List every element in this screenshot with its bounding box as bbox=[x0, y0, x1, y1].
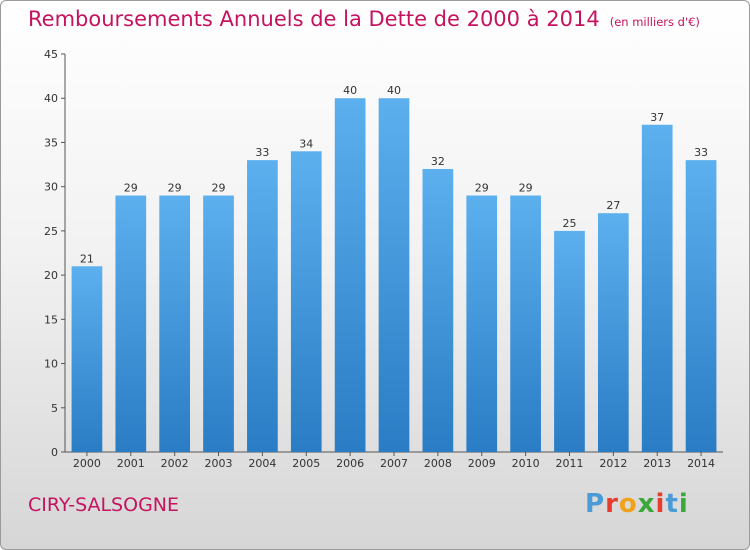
x-tick-label-2003: 2003 bbox=[205, 457, 233, 470]
bar-2001 bbox=[115, 195, 147, 452]
logo-letter: t bbox=[665, 489, 679, 519]
value-label-2009: 29 bbox=[475, 182, 489, 195]
proxiti-logo: Proxiti bbox=[585, 489, 689, 519]
value-label-2000: 21 bbox=[80, 252, 94, 265]
logo-letter: P bbox=[585, 489, 606, 519]
x-tick-label-2014: 2014 bbox=[687, 457, 715, 470]
chart-title-text: Remboursements Annuels de la Dette de 20… bbox=[28, 7, 600, 31]
y-tick-label: 5 bbox=[51, 402, 58, 415]
bar-2008 bbox=[422, 168, 454, 452]
x-tick-label-2004: 2004 bbox=[248, 457, 276, 470]
value-label-2013: 37 bbox=[650, 111, 664, 124]
bar-2005 bbox=[290, 151, 322, 453]
x-tick-label-2008: 2008 bbox=[424, 457, 452, 470]
x-tick-label-2002: 2002 bbox=[161, 457, 189, 470]
logo-letter: r bbox=[605, 489, 619, 519]
value-label-2004: 33 bbox=[255, 146, 269, 159]
bars bbox=[71, 98, 717, 453]
y-tick-label: 25 bbox=[44, 225, 58, 238]
y-tick-label: 30 bbox=[44, 181, 58, 194]
value-label-2012: 27 bbox=[606, 199, 620, 212]
logo-letter: i bbox=[655, 489, 666, 519]
chart-title: Remboursements Annuels de la Dette de 20… bbox=[28, 7, 700, 31]
bar-2000 bbox=[71, 266, 103, 452]
logo-letter: x bbox=[637, 489, 656, 519]
x-axis: 2000 2001 2002 2003 2004 2005 2006 2007 2008 2009… bbox=[65, 451, 723, 470]
y-tick-label: 20 bbox=[44, 269, 58, 282]
bar-2009 bbox=[466, 195, 498, 452]
bar-2013 bbox=[641, 124, 673, 452]
x-tick-label-2013: 2013 bbox=[643, 457, 671, 470]
value-label-2003: 29 bbox=[212, 182, 226, 195]
value-label-2011: 25 bbox=[562, 217, 576, 230]
value-labels: 21 29 29 29 33 34 40 40 32 29 29 25 27 37 33 bbox=[80, 84, 708, 265]
x-tick-label-2005: 2005 bbox=[292, 457, 320, 470]
value-label-2002: 29 bbox=[168, 182, 182, 195]
bar-2006 bbox=[334, 98, 366, 452]
x-tick-label-2009: 2009 bbox=[468, 457, 496, 470]
x-tick-label-2010: 2010 bbox=[512, 457, 540, 470]
value-label-2006: 40 bbox=[343, 84, 357, 97]
y-tick-label: 40 bbox=[44, 92, 58, 105]
x-tick-label-2012: 2012 bbox=[599, 457, 627, 470]
value-label-2007: 40 bbox=[387, 84, 401, 97]
x-tick-label-2001: 2001 bbox=[117, 457, 145, 470]
value-label-2001: 29 bbox=[124, 182, 138, 195]
value-label-2008: 32 bbox=[431, 155, 445, 168]
y-axis: 0 5 10 15 20 25 30 35 40 45 bbox=[44, 48, 66, 459]
value-label-2014: 33 bbox=[694, 146, 708, 159]
bar-2007 bbox=[378, 98, 410, 452]
x-tick-label-2006: 2006 bbox=[336, 457, 364, 470]
value-label-2005: 34 bbox=[299, 137, 313, 150]
y-tick-label: 45 bbox=[44, 48, 58, 61]
y-tick-label: 10 bbox=[44, 358, 58, 371]
logo-letter: o bbox=[618, 489, 638, 519]
bar-2012 bbox=[597, 213, 629, 452]
bar-2003 bbox=[203, 195, 234, 452]
x-tick-label-2000: 2000 bbox=[73, 457, 101, 470]
x-tick-label-2007: 2007 bbox=[380, 457, 408, 470]
y-tick-label: 15 bbox=[44, 313, 58, 326]
y-tick-label: 35 bbox=[44, 136, 58, 149]
bar-2014 bbox=[685, 160, 717, 452]
y-tick-label: 0 bbox=[51, 446, 58, 459]
bar-2010 bbox=[510, 195, 541, 452]
bar-2002 bbox=[159, 195, 191, 452]
bar-2004 bbox=[247, 160, 278, 452]
commune-name: CIRY-SALSOGNE bbox=[28, 494, 180, 516]
chart-subtitle: (en milliers d'€) bbox=[609, 15, 700, 29]
logo-letter: i bbox=[678, 489, 689, 519]
bar-2011 bbox=[554, 230, 585, 452]
value-label-2010: 29 bbox=[519, 182, 533, 195]
x-tick-label-2011: 2011 bbox=[555, 457, 583, 470]
